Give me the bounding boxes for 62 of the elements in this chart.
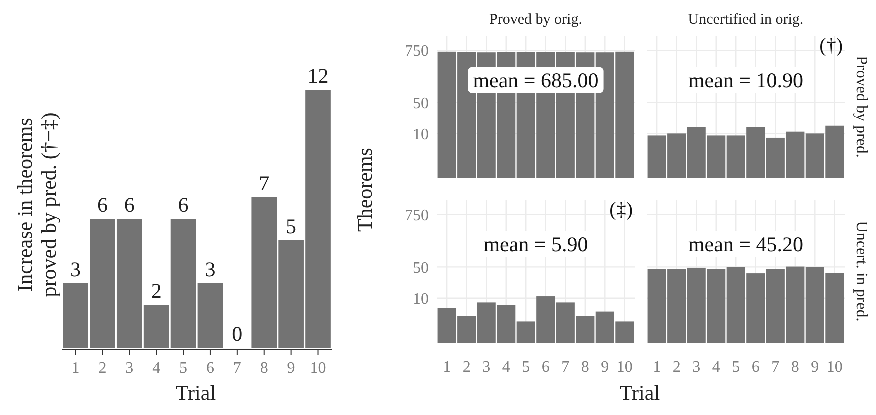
annotation: mean = 5.90 [484,232,588,256]
x-tick-label: 3 [482,359,491,376]
data-label: 12 [308,64,329,88]
x-tick-label: 2 [462,359,471,376]
chart-title: Proved by orig. [490,12,582,28]
y-tick-label: 50 [413,95,429,112]
x-tick-label: 7 [233,360,242,377]
x-tick-label: 5 [180,360,188,377]
bar [198,284,224,348]
annotation: (‡) [610,199,633,221]
data-label: 7 [259,172,270,196]
x-tick-label: 4 [502,359,510,376]
annotation: mean = 10.90 [688,68,804,92]
x-tick-label: 9 [287,360,296,377]
x-tick-label: 8 [791,359,800,376]
x-tick-label: 5 [522,359,530,376]
data-label: 3 [205,258,216,282]
x-tick-label: 1 [653,359,662,376]
x-axis-title: Trial [176,381,216,405]
y-tick-label: 750 [405,43,429,60]
data-label: 6 [178,193,189,217]
x-tick-label: 3 [692,359,701,376]
x-tick-label: 9 [811,359,820,376]
x-tick-label: 6 [542,359,550,376]
chart-title: Uncertified in orig. [688,12,804,28]
x-tick-label: 8 [260,360,268,377]
x-tick-label: 1 [443,359,452,376]
x-tick-label: 9 [601,359,610,376]
x-tick-label: 6 [206,360,214,377]
y-tick-label: 750 [405,207,429,224]
x-tick-label: 7 [772,359,780,376]
x-tick-label: 5 [732,359,740,376]
x-tick-label: 4 [712,359,720,376]
data-label: 3 [70,258,81,282]
y-tick-label: 10 [413,126,429,144]
x-tick-label: 4 [152,360,161,377]
x-tick-label: 6 [752,359,760,376]
x-tick-label: 8 [581,359,590,376]
annotation: mean = 685.00 [473,68,599,92]
y-tick-label: 10 [413,290,429,308]
x-tick-label: 10 [310,360,326,377]
data-label: 2 [151,279,162,303]
annotation: (†) [820,35,843,57]
data-label: 5 [286,214,297,238]
data-label: 6 [124,193,135,217]
data-label: 6 [97,193,108,217]
x-axis-title: Trial [620,381,660,405]
x-tick-label: 3 [126,360,134,377]
x-tick-label: 1 [72,360,80,377]
bar [170,219,196,348]
y-axis-title: Increase in theorems proved by pred. (†−‡) [13,112,62,298]
annotation: mean = 45.20 [688,232,804,256]
y-tick-label: 50 [413,260,429,277]
data-label: 0 [232,322,243,346]
y2-axis-title: Uncert. in pred. [853,221,870,322]
y2-axis-title: Proved by pred. [853,56,870,158]
x-tick-label: 7 [562,359,570,376]
x-tick-label: 10 [826,359,843,376]
y-axis-title: Theorems [353,148,377,232]
x-tick-label: 2 [672,359,681,376]
x-tick-label: 2 [98,360,107,377]
x-tick-label: 10 [616,359,633,376]
